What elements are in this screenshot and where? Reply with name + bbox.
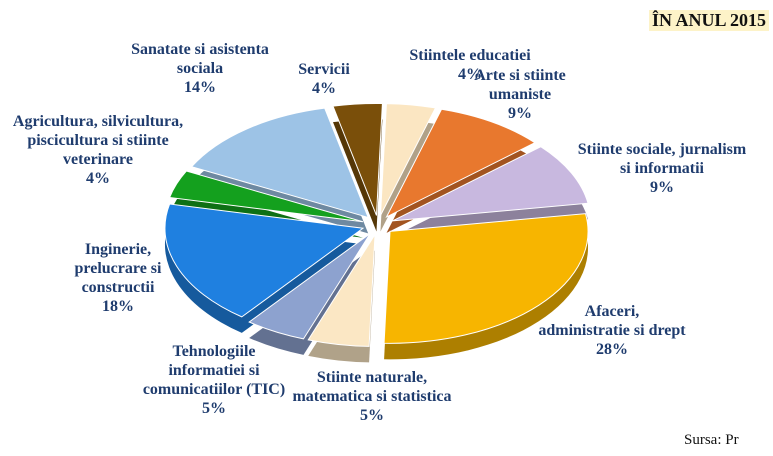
category-label: Agricultura, silvicultura, piscicultura … xyxy=(12,113,184,168)
value-label: 4% xyxy=(458,66,482,83)
data-label: Afaceri, administratie si drept 28% xyxy=(537,302,687,359)
slice xyxy=(383,213,589,344)
category-label: Servicii xyxy=(298,61,350,78)
value-label: 9% xyxy=(508,105,532,122)
value-label: 4% xyxy=(86,170,110,187)
slice xyxy=(332,102,383,216)
value-label: 18% xyxy=(102,298,134,315)
chart-title: ÎN ANUL 2015 xyxy=(648,10,769,31)
category-label: Tehnologiile informatiei si comunicatiil… xyxy=(142,343,286,398)
value-label: 4% xyxy=(312,80,336,97)
data-label: Stiinte sociale, jurnalism si informatii… xyxy=(577,140,747,197)
data-label: Stiintele educatiei 4% xyxy=(395,46,545,84)
value-label: 9% xyxy=(650,179,674,196)
category-label: Stiinte sociale, jurnalism si informatii xyxy=(577,141,747,177)
slice xyxy=(168,170,364,223)
value-label: 5% xyxy=(360,407,384,424)
slice xyxy=(379,103,437,216)
data-label: Agricultura, silvicultura, piscicultura … xyxy=(3,112,193,188)
data-label: Sanatate si asistenta sociala 14% xyxy=(120,40,280,97)
slice xyxy=(307,232,376,347)
category-label: Inginerie, prelucrare si constructii xyxy=(74,241,162,296)
slice xyxy=(190,107,370,219)
category-label: Sanatate si asistenta sociala xyxy=(131,41,269,77)
data-label: Inginerie, prelucrare si constructii 18% xyxy=(48,240,188,316)
data-label: Arte si stiinte umaniste 9% xyxy=(455,66,585,123)
slice xyxy=(248,233,371,340)
slice xyxy=(164,203,365,318)
category-label: Arte si stiinte umaniste xyxy=(474,67,566,103)
data-label: Servicii 4% xyxy=(284,60,364,98)
category-label: Stiintele educatiei xyxy=(409,47,531,64)
source: Sursa: Pr xyxy=(684,432,739,448)
data-label: Tehnologiile informatiei si comunicatiil… xyxy=(139,342,289,418)
data-label: Stiinte naturale, matematica si statisti… xyxy=(287,368,457,425)
slice xyxy=(385,108,536,219)
category-label: Stiinte naturale, matematica si statisti… xyxy=(292,369,452,405)
value-label: 14% xyxy=(184,79,216,96)
slice xyxy=(392,146,589,222)
category-label: Afaceri, administratie si drept xyxy=(538,303,686,339)
value-label: 28% xyxy=(596,341,628,358)
value-label: 5% xyxy=(202,400,226,417)
